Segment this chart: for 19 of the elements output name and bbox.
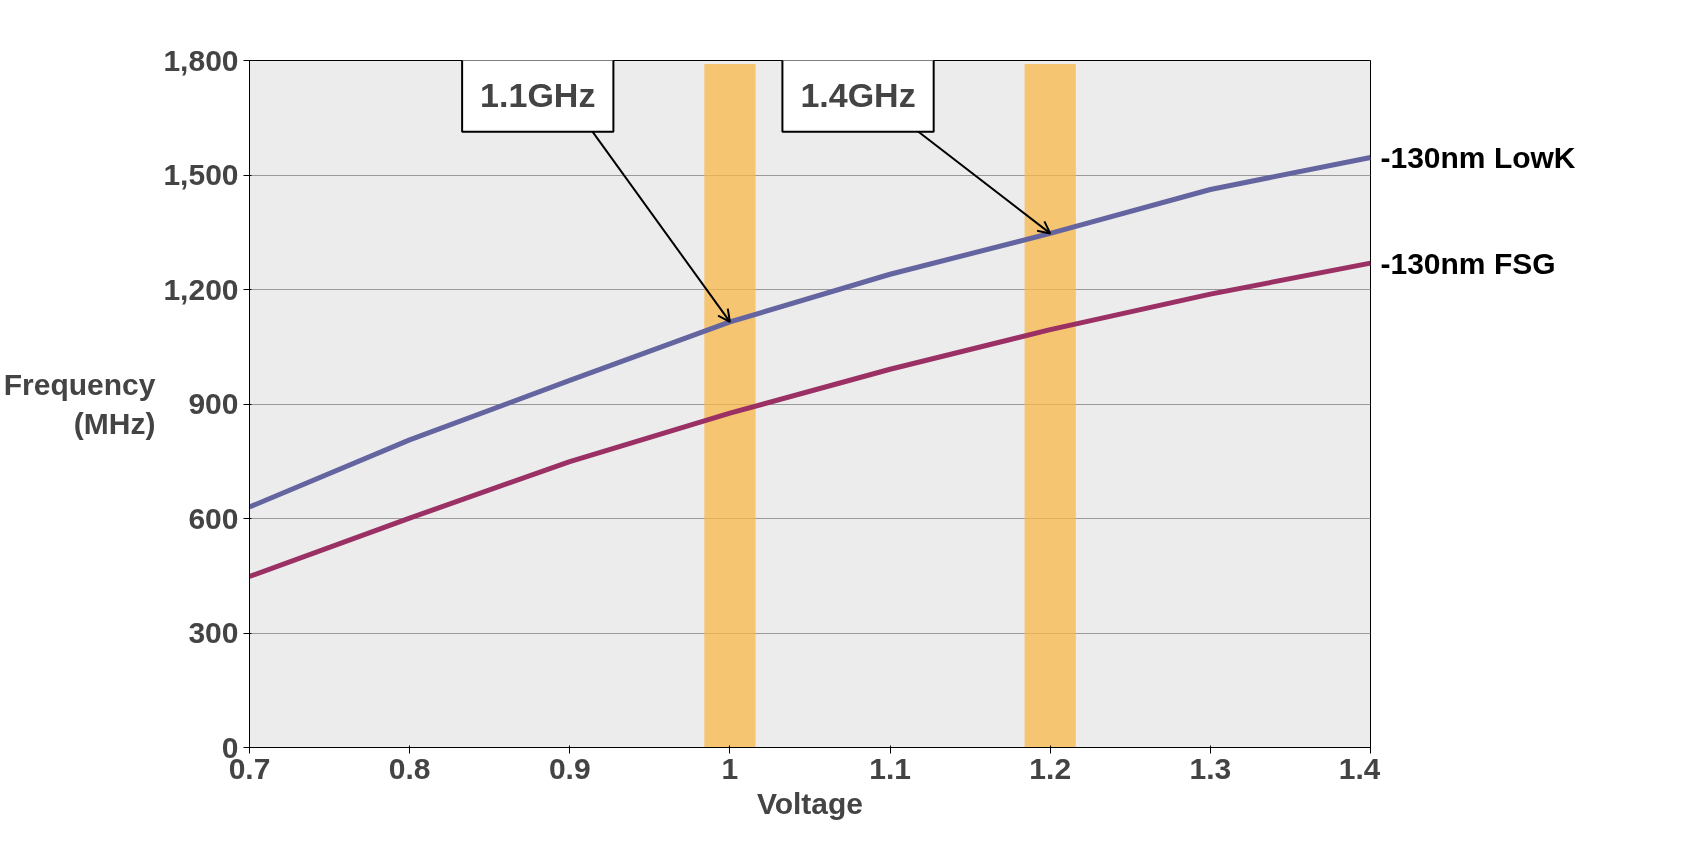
y-axis-title: Frequency (MHz) bbox=[3, 367, 156, 441]
y-tick-label: 900 bbox=[188, 387, 239, 420]
y-tick-label: 600 bbox=[188, 501, 239, 535]
x-tick-label: 1.2 bbox=[1029, 751, 1072, 785]
x-tick-label: 1.1 bbox=[869, 751, 911, 785]
y-tick-label: 1,800 bbox=[163, 43, 239, 77]
y-tick-label: 300 bbox=[188, 616, 239, 649]
x-tick-label: 0.9 bbox=[548, 751, 591, 785]
y-tick-label: 1,500 bbox=[163, 158, 239, 191]
x-tick-label: 1.3 bbox=[1189, 751, 1232, 785]
y-tick-label: 1,200 bbox=[163, 272, 239, 306]
x-tick-label: 1 bbox=[721, 751, 739, 785]
annotation: 1.4GHz bbox=[800, 75, 916, 114]
x-tick-label: 1.4 bbox=[1338, 751, 1381, 785]
series-label: -130nm LowK bbox=[1380, 140, 1576, 174]
annotation: 1.1GHz bbox=[480, 75, 596, 114]
series-label: -130nm FSG bbox=[1380, 246, 1556, 280]
x-tick-label: 0.8 bbox=[388, 751, 431, 785]
x-axis-title: Voltage bbox=[756, 786, 864, 820]
